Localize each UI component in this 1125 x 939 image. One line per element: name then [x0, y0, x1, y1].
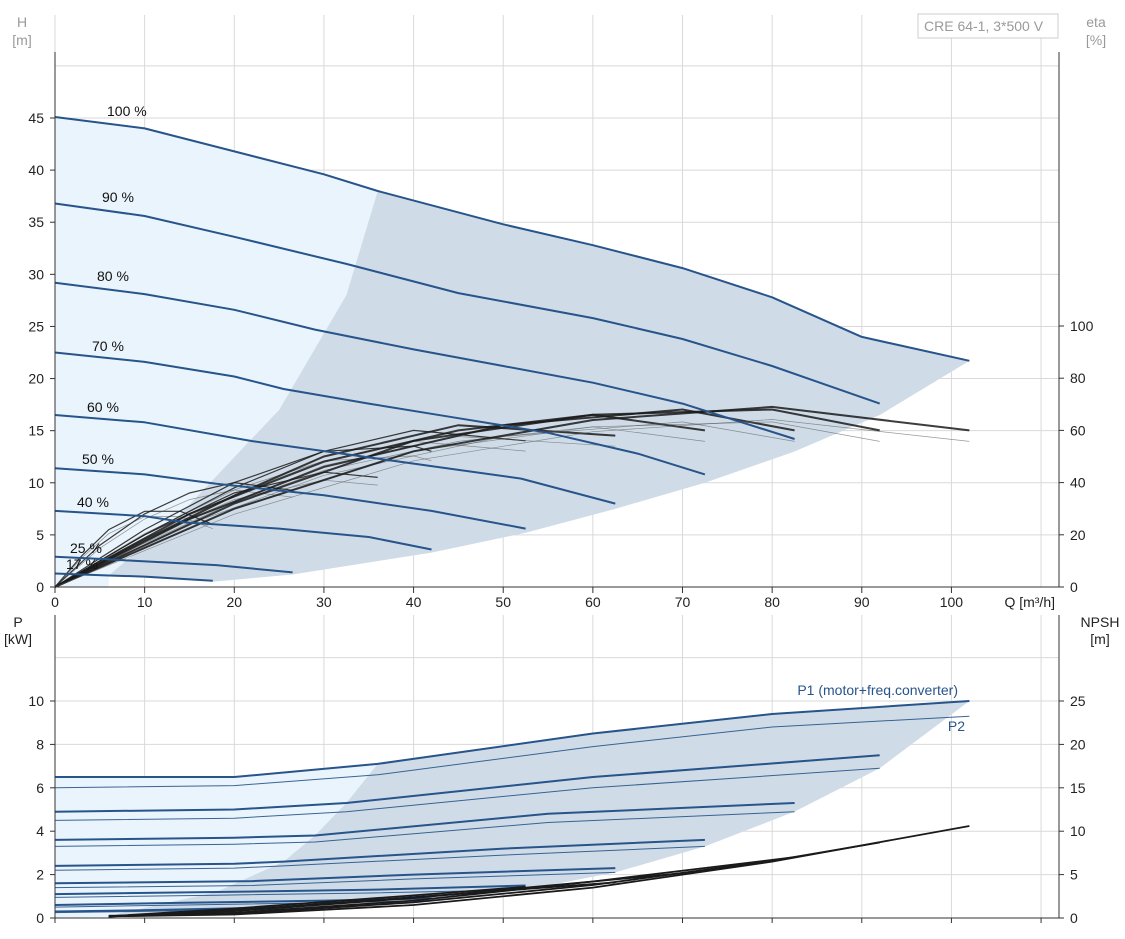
y-right-axis-unit-bottom: [m] [1090, 631, 1109, 647]
y-right-tick-label: 20 [1070, 527, 1086, 543]
head-curve-50pct [54, 467, 526, 530]
head-curve-100pct [54, 116, 970, 362]
efficiency-curve-8 [54, 408, 880, 588]
efficiency-curve-9 [54, 405, 970, 588]
y-right-axis-label: eta [1086, 14, 1106, 30]
y-left-tick-label-bottom: 6 [36, 780, 44, 796]
speed-label: 17 % [66, 556, 98, 572]
y-right-tick-label: 80 [1070, 370, 1086, 386]
p2-curve-4 [54, 871, 616, 889]
speed-label: 50 % [82, 451, 114, 467]
p1-curve-1 [54, 754, 880, 813]
operating-area [108, 190, 970, 582]
x-tick-label: 70 [675, 594, 691, 610]
y-left-tick-label: 10 [28, 475, 44, 491]
x-tick-label: 60 [585, 594, 601, 610]
head-curve-40pct [54, 509, 432, 551]
y-left-tick-label: 15 [28, 423, 44, 439]
p1-curve-3 [54, 838, 705, 867]
x-tick-label: 50 [495, 594, 511, 610]
p1-curve-0 [55, 700, 970, 778]
speed-label: 40 % [77, 494, 109, 510]
x-tick-label: 10 [137, 594, 153, 610]
title-box: CRE 64-1, 3*500 V [917, 13, 1059, 39]
y-left-axis-label: H [17, 14, 27, 30]
y-right-tick-label: 40 [1070, 475, 1086, 491]
y-left-tick-label: 40 [28, 162, 44, 178]
speed-label: 90 % [102, 189, 134, 205]
x-tick-label: 0 [51, 594, 59, 610]
x-tick-label: 20 [226, 594, 242, 610]
y-left-tick-label: 20 [28, 371, 44, 387]
head-curve-60pct [54, 414, 616, 505]
efficiency-curve-3 [54, 445, 432, 588]
head-curve-25pct [54, 555, 293, 574]
y-left-axis-label-bottom: P [13, 614, 22, 630]
y-right-axis-label-bottom: NPSH [1081, 614, 1120, 630]
y-right-tick-label-bottom: 10 [1070, 823, 1086, 839]
operating-area-bottom [108, 701, 970, 916]
p2-curve-1 [54, 767, 880, 821]
x-tick-label: 80 [764, 594, 780, 610]
speed-label: 100 % [107, 103, 147, 119]
y-left-tick-label: 45 [28, 110, 44, 126]
p1-curve-4 [54, 867, 616, 885]
y-right-tick-label-bottom: 15 [1070, 780, 1086, 796]
y-right-tick-label-bottom: 5 [1070, 867, 1078, 883]
efficiency-curve-thin-9 [54, 419, 970, 588]
speed-label: 80 % [97, 268, 129, 284]
x-axis-label: Q [m³/h] [1004, 594, 1055, 610]
y-left-tick-label: 25 [28, 318, 44, 334]
speed-label: 25 % [70, 540, 102, 556]
p2-curve-2 [54, 811, 795, 847]
head-curve-70pct [54, 351, 706, 476]
low-flow-area [55, 116, 378, 588]
head-curve-17pct [54, 572, 213, 582]
p1-curve-5 [54, 884, 526, 896]
y-left-tick-label: 5 [36, 527, 44, 543]
low-flow-area-bottom [55, 763, 378, 918]
y-right-tick-label-bottom: 0 [1070, 910, 1078, 926]
y-left-tick-label: 30 [28, 266, 44, 282]
x-tick-label: 100 [940, 594, 964, 610]
y-left-tick-label: 35 [28, 214, 44, 230]
p2-curve-0 [54, 715, 970, 789]
y-left-axis-unit-bottom: [kW] [4, 631, 32, 647]
p1-curve-2 [54, 802, 795, 841]
title-box-text: CRE 64-1, 3*500 V [924, 18, 1044, 34]
p1-series-label: P1 (motor+freq.converter) [797, 682, 958, 698]
speed-label: 60 % [87, 399, 119, 415]
p2-series-label: P2 [948, 718, 965, 734]
p2-curve-3 [54, 845, 705, 871]
y-left-tick-label-bottom: 0 [36, 910, 44, 926]
npsh-curve-2 [108, 856, 795, 918]
y-left-axis-unit: [m] [12, 32, 31, 48]
p2-curve-5 [54, 889, 526, 898]
y-left-tick-label-bottom: 8 [36, 736, 44, 752]
efficiency-curve-6 [54, 413, 706, 588]
y-right-tick-label: 0 [1070, 579, 1078, 595]
npsh-curve-5 [108, 885, 526, 918]
y-left-tick-label-bottom: 10 [28, 693, 44, 709]
power-npsh-panel: P1 (motor+freq.converter)P20246810051015… [4, 614, 1119, 926]
head-curve-90pct [54, 202, 881, 405]
y-left-tick-label-bottom: 4 [36, 823, 44, 839]
y-right-tick-label-bottom: 25 [1070, 693, 1086, 709]
x-tick-label: 90 [854, 594, 870, 610]
y-right-axis-unit: [%] [1086, 32, 1106, 48]
speed-label: 70 % [92, 338, 124, 354]
y-right-tick-label-bottom: 20 [1070, 736, 1086, 752]
y-left-tick-label: 0 [36, 579, 44, 595]
y-right-tick-label: 60 [1070, 422, 1086, 438]
p2-curve-6 [54, 900, 432, 908]
x-tick-label: 30 [316, 594, 332, 610]
x-tick-label: 40 [406, 594, 422, 610]
y-right-tick-label: 100 [1070, 318, 1094, 334]
y-left-tick-label-bottom: 2 [36, 867, 44, 883]
head-curve-80pct [54, 281, 795, 440]
head-efficiency-panel: 100 % 90 % 80 % 70 % 60 % 50 % 40 % 25 %17 % 0 10… [12, 14, 1106, 610]
